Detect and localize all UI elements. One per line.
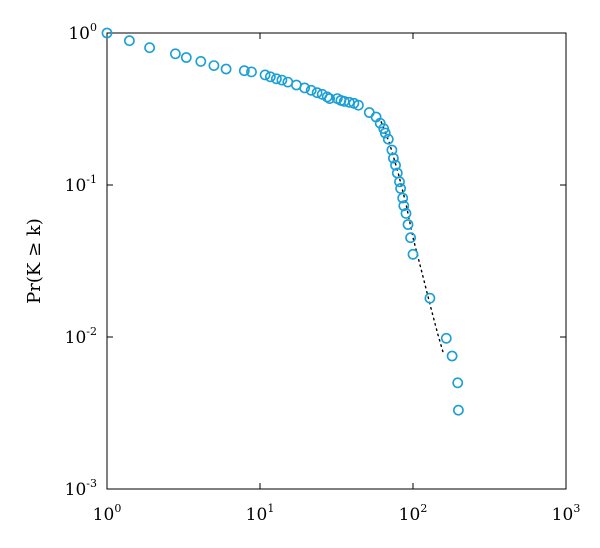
data-point bbox=[299, 82, 311, 94]
data-point bbox=[440, 332, 452, 344]
data-point bbox=[101, 27, 113, 39]
data-point bbox=[387, 152, 399, 164]
plot-frame bbox=[106, 32, 567, 490]
data-point bbox=[324, 93, 335, 104]
data-point bbox=[238, 65, 250, 77]
fit-line-path bbox=[380, 121, 445, 355]
data-point bbox=[400, 207, 412, 219]
data-point bbox=[452, 404, 464, 416]
data-point bbox=[424, 292, 436, 304]
data-point bbox=[343, 96, 355, 108]
data-point bbox=[144, 42, 155, 54]
x-tick-label: 102 bbox=[399, 502, 428, 525]
fit-line bbox=[380, 121, 445, 355]
y-tick-label: 10-1 bbox=[65, 173, 97, 196]
data-point bbox=[395, 182, 406, 194]
y-tick-label: 10-2 bbox=[65, 325, 97, 348]
data-point bbox=[264, 71, 276, 83]
y-tick-label: 10-3 bbox=[65, 477, 97, 500]
data-point bbox=[321, 91, 333, 103]
data-points bbox=[101, 27, 464, 416]
data-point bbox=[397, 192, 409, 204]
data-point bbox=[180, 52, 192, 63]
data-point bbox=[382, 133, 394, 145]
x-tick-label: 101 bbox=[246, 502, 275, 525]
data-point bbox=[259, 69, 271, 81]
data-point bbox=[195, 56, 207, 67]
data-point bbox=[379, 127, 391, 139]
y-tick-label: 100 bbox=[68, 21, 97, 44]
data-point bbox=[305, 84, 317, 96]
data-point bbox=[208, 60, 220, 71]
data-point bbox=[405, 232, 416, 244]
data-point bbox=[338, 96, 350, 107]
y-axis-label: Pr(K ≥ k) bbox=[24, 218, 45, 304]
data-point bbox=[446, 350, 458, 362]
x-tick-label: 100 bbox=[93, 502, 122, 525]
axis-ticks: 100 101 102 103 100 10-1 10-2 10-3 bbox=[65, 21, 581, 525]
data-point bbox=[246, 66, 257, 78]
data-point bbox=[270, 73, 282, 85]
data-point bbox=[394, 176, 405, 188]
data-point bbox=[402, 219, 414, 230]
data-point bbox=[452, 377, 464, 389]
data-point bbox=[220, 63, 232, 75]
data-point bbox=[374, 117, 386, 129]
data-point bbox=[407, 248, 419, 260]
data-point bbox=[123, 35, 135, 47]
x-tick-label: 103 bbox=[552, 502, 581, 525]
data-point bbox=[398, 200, 410, 212]
data-point bbox=[352, 99, 364, 111]
data-point bbox=[169, 48, 181, 60]
data-point bbox=[386, 144, 398, 156]
data-point bbox=[311, 87, 323, 99]
data-point bbox=[390, 159, 401, 171]
data-point bbox=[276, 74, 288, 86]
